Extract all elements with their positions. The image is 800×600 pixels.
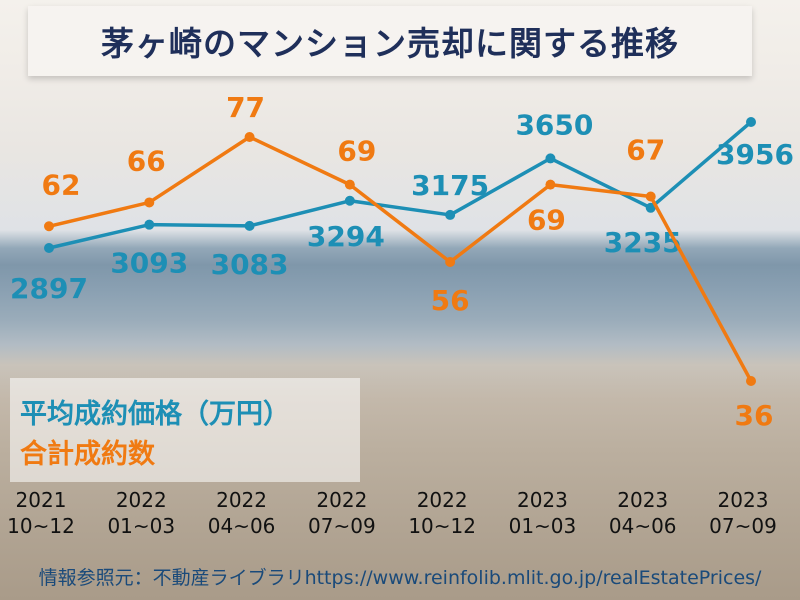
price-point: [746, 117, 756, 127]
price-point: [144, 219, 155, 230]
count-data-label: 56: [431, 284, 470, 317]
count-data-label: 67: [626, 134, 665, 167]
count-point: [445, 256, 456, 267]
price-point: [645, 202, 656, 213]
source-note: 情報参照元：不動産ライブラリhttps://www.reinfolib.mlit…: [38, 567, 762, 589]
legend: 平均成約価格（万円） 合計成約数: [10, 378, 360, 482]
count-data-label: 69: [337, 135, 376, 168]
price-data-label: 3093: [110, 247, 188, 280]
x-tick-label: 2023 07~09: [709, 488, 777, 538]
price-point: [344, 195, 355, 206]
legend-price: 平均成約価格（万円）: [20, 399, 290, 430]
legend-count: 合計成約数: [20, 439, 155, 470]
count-data-label: 66: [127, 144, 166, 177]
price-point: [44, 243, 54, 253]
count-point: [244, 132, 255, 142]
count-point: [645, 191, 656, 202]
count-data-label: 69: [527, 204, 566, 237]
price-data-label: 3294: [307, 220, 385, 253]
price-point: [545, 153, 556, 164]
count-data-label: 77: [226, 91, 265, 124]
price-point: [244, 220, 255, 231]
price-point: [445, 209, 456, 220]
count-point: [545, 179, 556, 190]
x-axis: 2021 10~12 2022 01~03 2022 04~06 2022 07~09 2022…: [0, 487, 800, 549]
count-data-label: 62: [42, 168, 81, 201]
x-tick-label: 2022 10~12: [408, 488, 476, 538]
title-banner: 茅ヶ崎のマンション売却に関する推移: [28, 6, 752, 76]
price-data-label: 3956: [716, 138, 794, 171]
count-line: [48, 135, 753, 382]
count-point: [344, 179, 355, 190]
x-tick-label: 2023 04~06: [608, 488, 677, 538]
price-line: [48, 120, 753, 250]
chart-title: 茅ヶ崎のマンション売却に関する推移: [101, 24, 679, 63]
x-tick-label: 2023 01~03: [508, 488, 577, 538]
count-series: 62 66 77 69 56 69 67 36: [42, 91, 774, 432]
x-tick-label: 2021 10~12: [7, 488, 75, 538]
price-data-label: 3083: [211, 248, 289, 281]
price-data-label: 3175: [411, 169, 489, 202]
count-point: [144, 197, 155, 208]
price-data-label: 2897: [10, 272, 88, 305]
count-point: [44, 221, 54, 232]
x-tick-label: 2022 04~06: [207, 488, 276, 538]
count-data-label: 36: [735, 399, 774, 432]
x-tick-label: 2022 07~09: [308, 488, 376, 538]
count-point: [746, 376, 756, 386]
price-data-label: 3650: [515, 108, 593, 141]
x-tick-label: 2022 01~03: [107, 488, 176, 538]
